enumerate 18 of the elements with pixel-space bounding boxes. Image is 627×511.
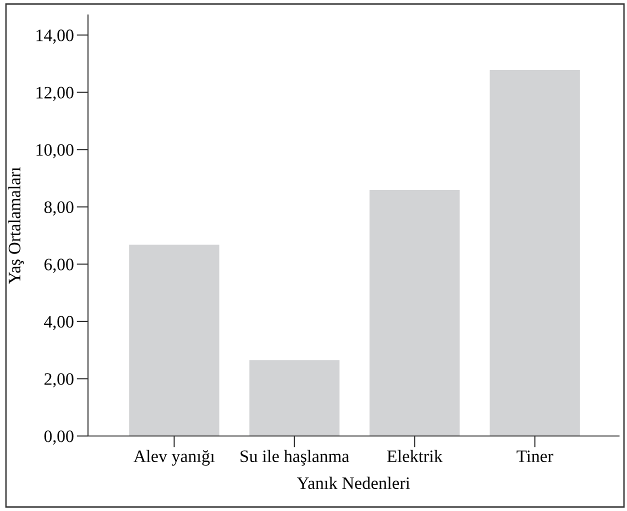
x-tick-label: Su ile haşlanma (240, 450, 350, 466)
y-tick-label: 8,00 (44, 201, 74, 216)
bar (129, 244, 220, 436)
bar (249, 360, 340, 436)
y-tick-label: 0,00 (44, 430, 74, 445)
y-tick-label: 2,00 (44, 373, 74, 388)
x-tick-label: Alev yanığı (134, 450, 215, 466)
bar (370, 190, 460, 436)
y-tick-label: 12,00 (36, 86, 74, 102)
x-tick-label: Tiner (516, 450, 554, 462)
y-tick-label: 4,00 (44, 316, 74, 330)
y-axis-title: Yaş Ortalamaları (8, 167, 24, 284)
y-tick-label: 10,00 (36, 144, 74, 158)
y-tick-label: 6,00 (44, 258, 74, 273)
x-axis-title: Yanık Nedenleri (296, 476, 410, 490)
y-tick-label: 14,00 (36, 30, 74, 44)
bar (490, 70, 580, 436)
x-tick-label: Elektrik (387, 450, 443, 462)
